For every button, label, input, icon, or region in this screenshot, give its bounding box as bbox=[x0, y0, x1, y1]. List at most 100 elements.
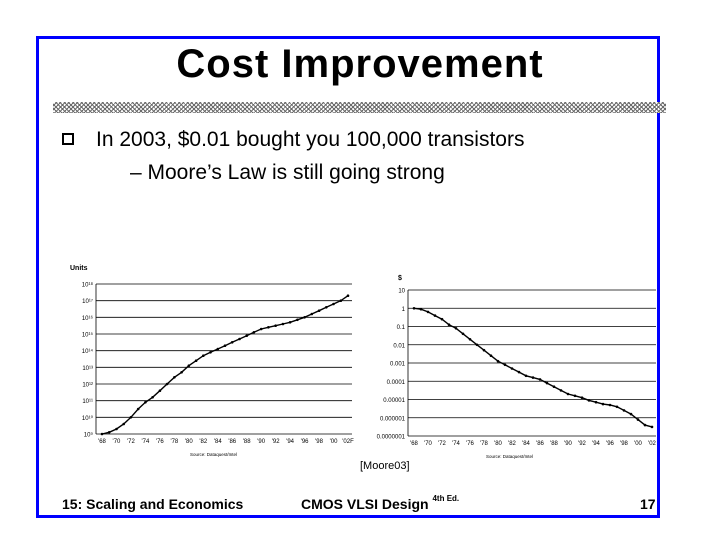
y-tick-label: 10⁹ bbox=[84, 432, 94, 439]
data-point bbox=[332, 302, 335, 306]
data-point bbox=[151, 396, 154, 399]
data-point bbox=[180, 371, 183, 374]
y-tick-label: 0.00001 bbox=[383, 398, 405, 404]
y-axis-label: Units bbox=[70, 265, 88, 272]
data-point bbox=[503, 363, 507, 367]
x-tick-label: '70 bbox=[113, 439, 121, 445]
y-axis-label: $ bbox=[398, 275, 402, 282]
data-point bbox=[601, 402, 605, 406]
chart-source: Source: Dataquest/Intel bbox=[486, 454, 533, 459]
data-point bbox=[115, 427, 118, 431]
data-point bbox=[310, 312, 314, 316]
data-point bbox=[129, 416, 133, 419]
x-tick-label: '94 bbox=[592, 441, 600, 447]
data-point bbox=[296, 318, 299, 322]
y-tick-label: 0.001 bbox=[390, 362, 406, 368]
data-point bbox=[252, 331, 256, 334]
bullet-box-icon bbox=[62, 133, 74, 145]
data-point bbox=[202, 354, 205, 357]
x-tick-label: '84 bbox=[522, 441, 530, 447]
price-chart: $10 1 0.1 0.01 0.001 0.0001 0.00001 0.000001 0.0… bbox=[377, 275, 657, 459]
data-point bbox=[587, 399, 591, 402]
data-point bbox=[629, 412, 633, 416]
y-tick-label: 10¹⁰ bbox=[82, 415, 94, 422]
slide-title: Cost Improvement bbox=[176, 42, 544, 86]
data-point bbox=[489, 354, 493, 357]
data-point bbox=[107, 431, 111, 434]
x-tick-label: '92 bbox=[578, 441, 586, 447]
data-point bbox=[433, 314, 437, 317]
data-point bbox=[209, 351, 212, 354]
data-point bbox=[238, 337, 241, 341]
x-tick-label: '02 bbox=[648, 441, 656, 447]
x-tick-label: '78 bbox=[170, 439, 178, 445]
y-tick-label: 10¹⁶ bbox=[82, 315, 94, 322]
x-tick-label: '86 bbox=[228, 439, 236, 445]
y-tick-label: 10¹⁷ bbox=[82, 298, 93, 305]
title-divider bbox=[53, 102, 666, 113]
data-point bbox=[636, 418, 640, 421]
data-point bbox=[454, 327, 458, 330]
units-chart: Units 10¹⁸ 10¹⁷ 10¹⁶ 10¹⁵ 10¹⁴ 10¹³ 10¹² 10¹¹ 10¹… bbox=[70, 265, 354, 457]
x-tick-label: '88 bbox=[243, 439, 251, 445]
x-tick-label: '90 bbox=[564, 441, 572, 447]
data-point bbox=[510, 367, 514, 370]
data-point bbox=[419, 307, 423, 311]
data-point bbox=[122, 422, 125, 426]
x-tick-label: '80 bbox=[494, 441, 502, 447]
data-point bbox=[194, 359, 198, 362]
x-tick-label: '70 bbox=[424, 441, 432, 447]
y-tick-label: 10¹¹ bbox=[82, 399, 93, 405]
data-point bbox=[325, 306, 328, 309]
data-point bbox=[622, 409, 626, 412]
x-tick-label: '74 bbox=[141, 439, 149, 445]
data-point bbox=[281, 322, 285, 326]
x-tick-label: '96 bbox=[606, 441, 614, 447]
y-tick-label: 0.000001 bbox=[380, 416, 406, 422]
y-tick-label: 10 bbox=[398, 289, 405, 295]
data-point bbox=[303, 316, 306, 319]
y-tick-label: 1 bbox=[402, 307, 406, 313]
data-point bbox=[144, 401, 147, 404]
data-point bbox=[223, 344, 227, 347]
data-point bbox=[573, 394, 577, 398]
data-point bbox=[187, 364, 191, 367]
footer-page-number: 17 bbox=[640, 496, 656, 512]
x-tick-label: '90 bbox=[257, 439, 265, 445]
data-point bbox=[412, 307, 416, 310]
x-tick-label: '02F bbox=[342, 439, 354, 445]
data-point bbox=[461, 332, 465, 336]
y-tick-label: 0.1 bbox=[397, 325, 406, 331]
x-tick-label: '94 bbox=[286, 439, 294, 445]
y-tick-label: 10¹³ bbox=[82, 366, 93, 372]
citation: [Moore03] bbox=[360, 460, 410, 472]
data-point bbox=[531, 376, 535, 379]
data-point bbox=[608, 403, 612, 407]
x-tick-label: '92 bbox=[272, 439, 280, 445]
x-tick-label: '86 bbox=[536, 441, 544, 447]
x-tick-label: '82 bbox=[508, 441, 516, 447]
x-tick-label: '84 bbox=[214, 439, 222, 445]
data-point bbox=[230, 341, 234, 344]
data-point bbox=[267, 326, 270, 329]
data-point bbox=[650, 425, 654, 429]
data-point bbox=[216, 347, 220, 351]
data-point bbox=[468, 338, 472, 341]
data-point bbox=[615, 405, 619, 409]
data-point bbox=[545, 381, 549, 385]
data-point bbox=[482, 348, 486, 352]
data-point bbox=[173, 376, 176, 379]
x-tick-label: '82 bbox=[199, 439, 207, 445]
footer-edition: 4th Ed. bbox=[432, 494, 460, 503]
data-point bbox=[580, 396, 584, 399]
y-tick-label: 10¹² bbox=[82, 383, 93, 389]
data-point bbox=[339, 299, 343, 302]
data-point bbox=[566, 392, 570, 396]
x-tick-label: '78 bbox=[480, 441, 488, 447]
x-tick-label: '98 bbox=[620, 441, 628, 447]
x-tick-label: '80 bbox=[185, 439, 193, 445]
y-tick-label: 10¹⁵ bbox=[82, 332, 94, 339]
data-point bbox=[517, 370, 521, 374]
data-point bbox=[317, 309, 321, 312]
data-point bbox=[440, 317, 444, 321]
